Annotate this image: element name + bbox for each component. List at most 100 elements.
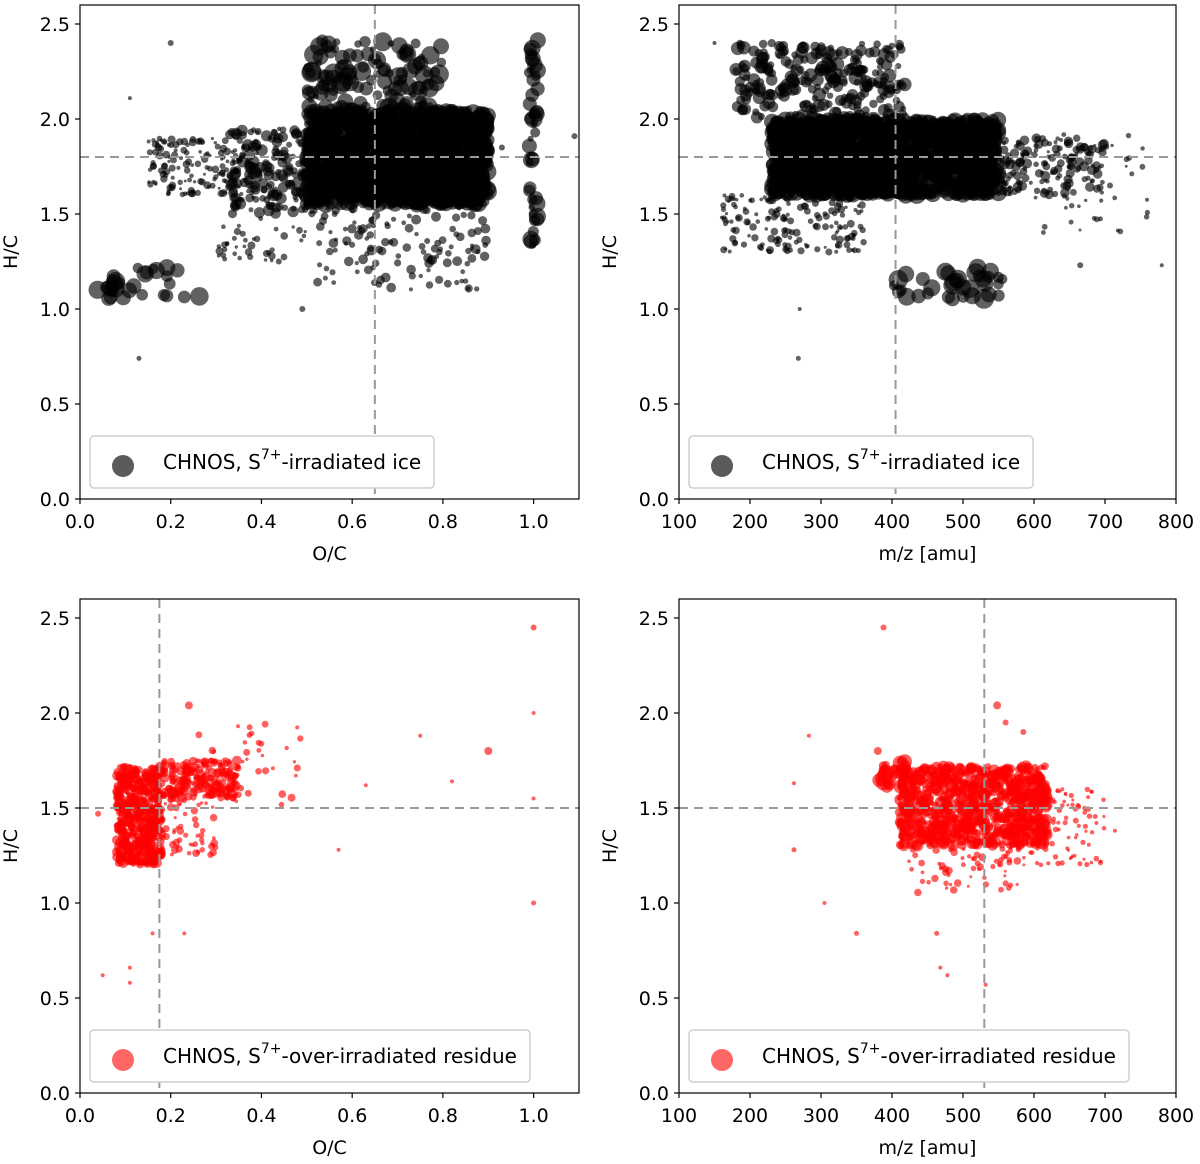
data-point <box>177 179 183 185</box>
data-point <box>329 129 345 144</box>
data-point <box>1046 141 1053 147</box>
data-point <box>727 249 732 254</box>
data-point <box>478 216 488 226</box>
data-point <box>232 177 238 183</box>
data-point <box>185 158 193 166</box>
data-point <box>456 156 463 163</box>
data-point <box>268 252 276 260</box>
data-point <box>836 224 843 230</box>
data-point <box>173 148 178 153</box>
data-point <box>772 210 776 214</box>
data-point <box>224 167 229 173</box>
data-point <box>305 67 317 79</box>
data-point <box>259 195 267 202</box>
data-point <box>895 63 902 70</box>
data-point <box>937 177 944 183</box>
data-point <box>825 248 833 256</box>
data-point <box>1055 136 1060 141</box>
data-point <box>170 156 177 164</box>
data-point <box>187 177 193 183</box>
data-point <box>236 223 241 228</box>
data-point <box>882 44 891 54</box>
data-point <box>1144 209 1150 216</box>
data-point <box>837 111 851 126</box>
data-point <box>282 164 294 176</box>
data-point <box>438 236 447 245</box>
data-point <box>454 279 460 286</box>
data-point <box>995 190 1002 197</box>
data-point <box>363 265 373 275</box>
data-point <box>722 193 727 198</box>
data-point <box>406 264 416 275</box>
data-point <box>218 170 226 177</box>
data-point <box>523 181 537 195</box>
data-point <box>859 227 866 234</box>
data-point <box>280 146 289 155</box>
data-point <box>822 148 837 162</box>
data-point <box>1159 263 1164 268</box>
data-point <box>275 258 282 265</box>
data-point <box>1065 196 1070 201</box>
data-point <box>1041 223 1048 230</box>
data-point <box>884 128 898 142</box>
data-point <box>1124 164 1128 168</box>
data-point <box>251 237 256 241</box>
data-point <box>418 243 426 250</box>
data-point <box>239 230 246 237</box>
data-point <box>797 247 805 255</box>
data-point <box>323 265 330 272</box>
legend-label: CHNOS, S7+-irradiated ice <box>762 447 1020 474</box>
data-point <box>249 164 255 170</box>
data-point <box>831 112 838 119</box>
data-point <box>290 205 297 212</box>
data-point <box>464 284 473 293</box>
data-point <box>800 188 813 201</box>
data-point <box>740 241 748 248</box>
data-point <box>523 67 535 78</box>
data-point <box>214 143 221 150</box>
data-point <box>342 48 357 63</box>
data-point <box>753 82 766 95</box>
data-point <box>760 242 765 248</box>
data-point <box>841 133 855 147</box>
data-point <box>881 59 893 71</box>
data-points <box>95 624 537 985</box>
data-point <box>393 75 403 85</box>
data-point <box>1001 140 1007 146</box>
data-point <box>751 234 759 242</box>
data-point <box>1040 160 1048 167</box>
data-point <box>198 150 202 154</box>
data-point <box>301 98 318 115</box>
data-point <box>1005 176 1011 182</box>
data-point <box>1051 168 1058 175</box>
data-point <box>373 32 393 52</box>
data-point <box>396 196 406 206</box>
data-point <box>423 158 435 170</box>
data-point <box>250 181 259 190</box>
data-point <box>408 287 413 292</box>
data-point <box>335 164 346 176</box>
data-point <box>963 174 970 181</box>
data-point <box>333 237 339 242</box>
data-point <box>469 129 485 144</box>
data-point <box>277 157 288 168</box>
data-point <box>426 268 431 273</box>
data-point <box>246 189 251 194</box>
data-point <box>190 163 195 168</box>
data-point <box>873 40 881 48</box>
data-point <box>724 247 728 251</box>
data-point <box>366 231 374 239</box>
data-point <box>353 143 369 159</box>
data-point <box>146 139 151 144</box>
data-point <box>431 211 441 222</box>
data-point <box>757 113 765 121</box>
data-point <box>253 138 259 145</box>
data-point <box>482 242 489 248</box>
data-point <box>326 247 334 256</box>
data-point <box>842 224 849 230</box>
data-point <box>260 186 268 194</box>
data-point <box>247 172 253 178</box>
data-point <box>571 133 578 140</box>
data-point <box>895 284 907 297</box>
data-point <box>179 191 186 198</box>
